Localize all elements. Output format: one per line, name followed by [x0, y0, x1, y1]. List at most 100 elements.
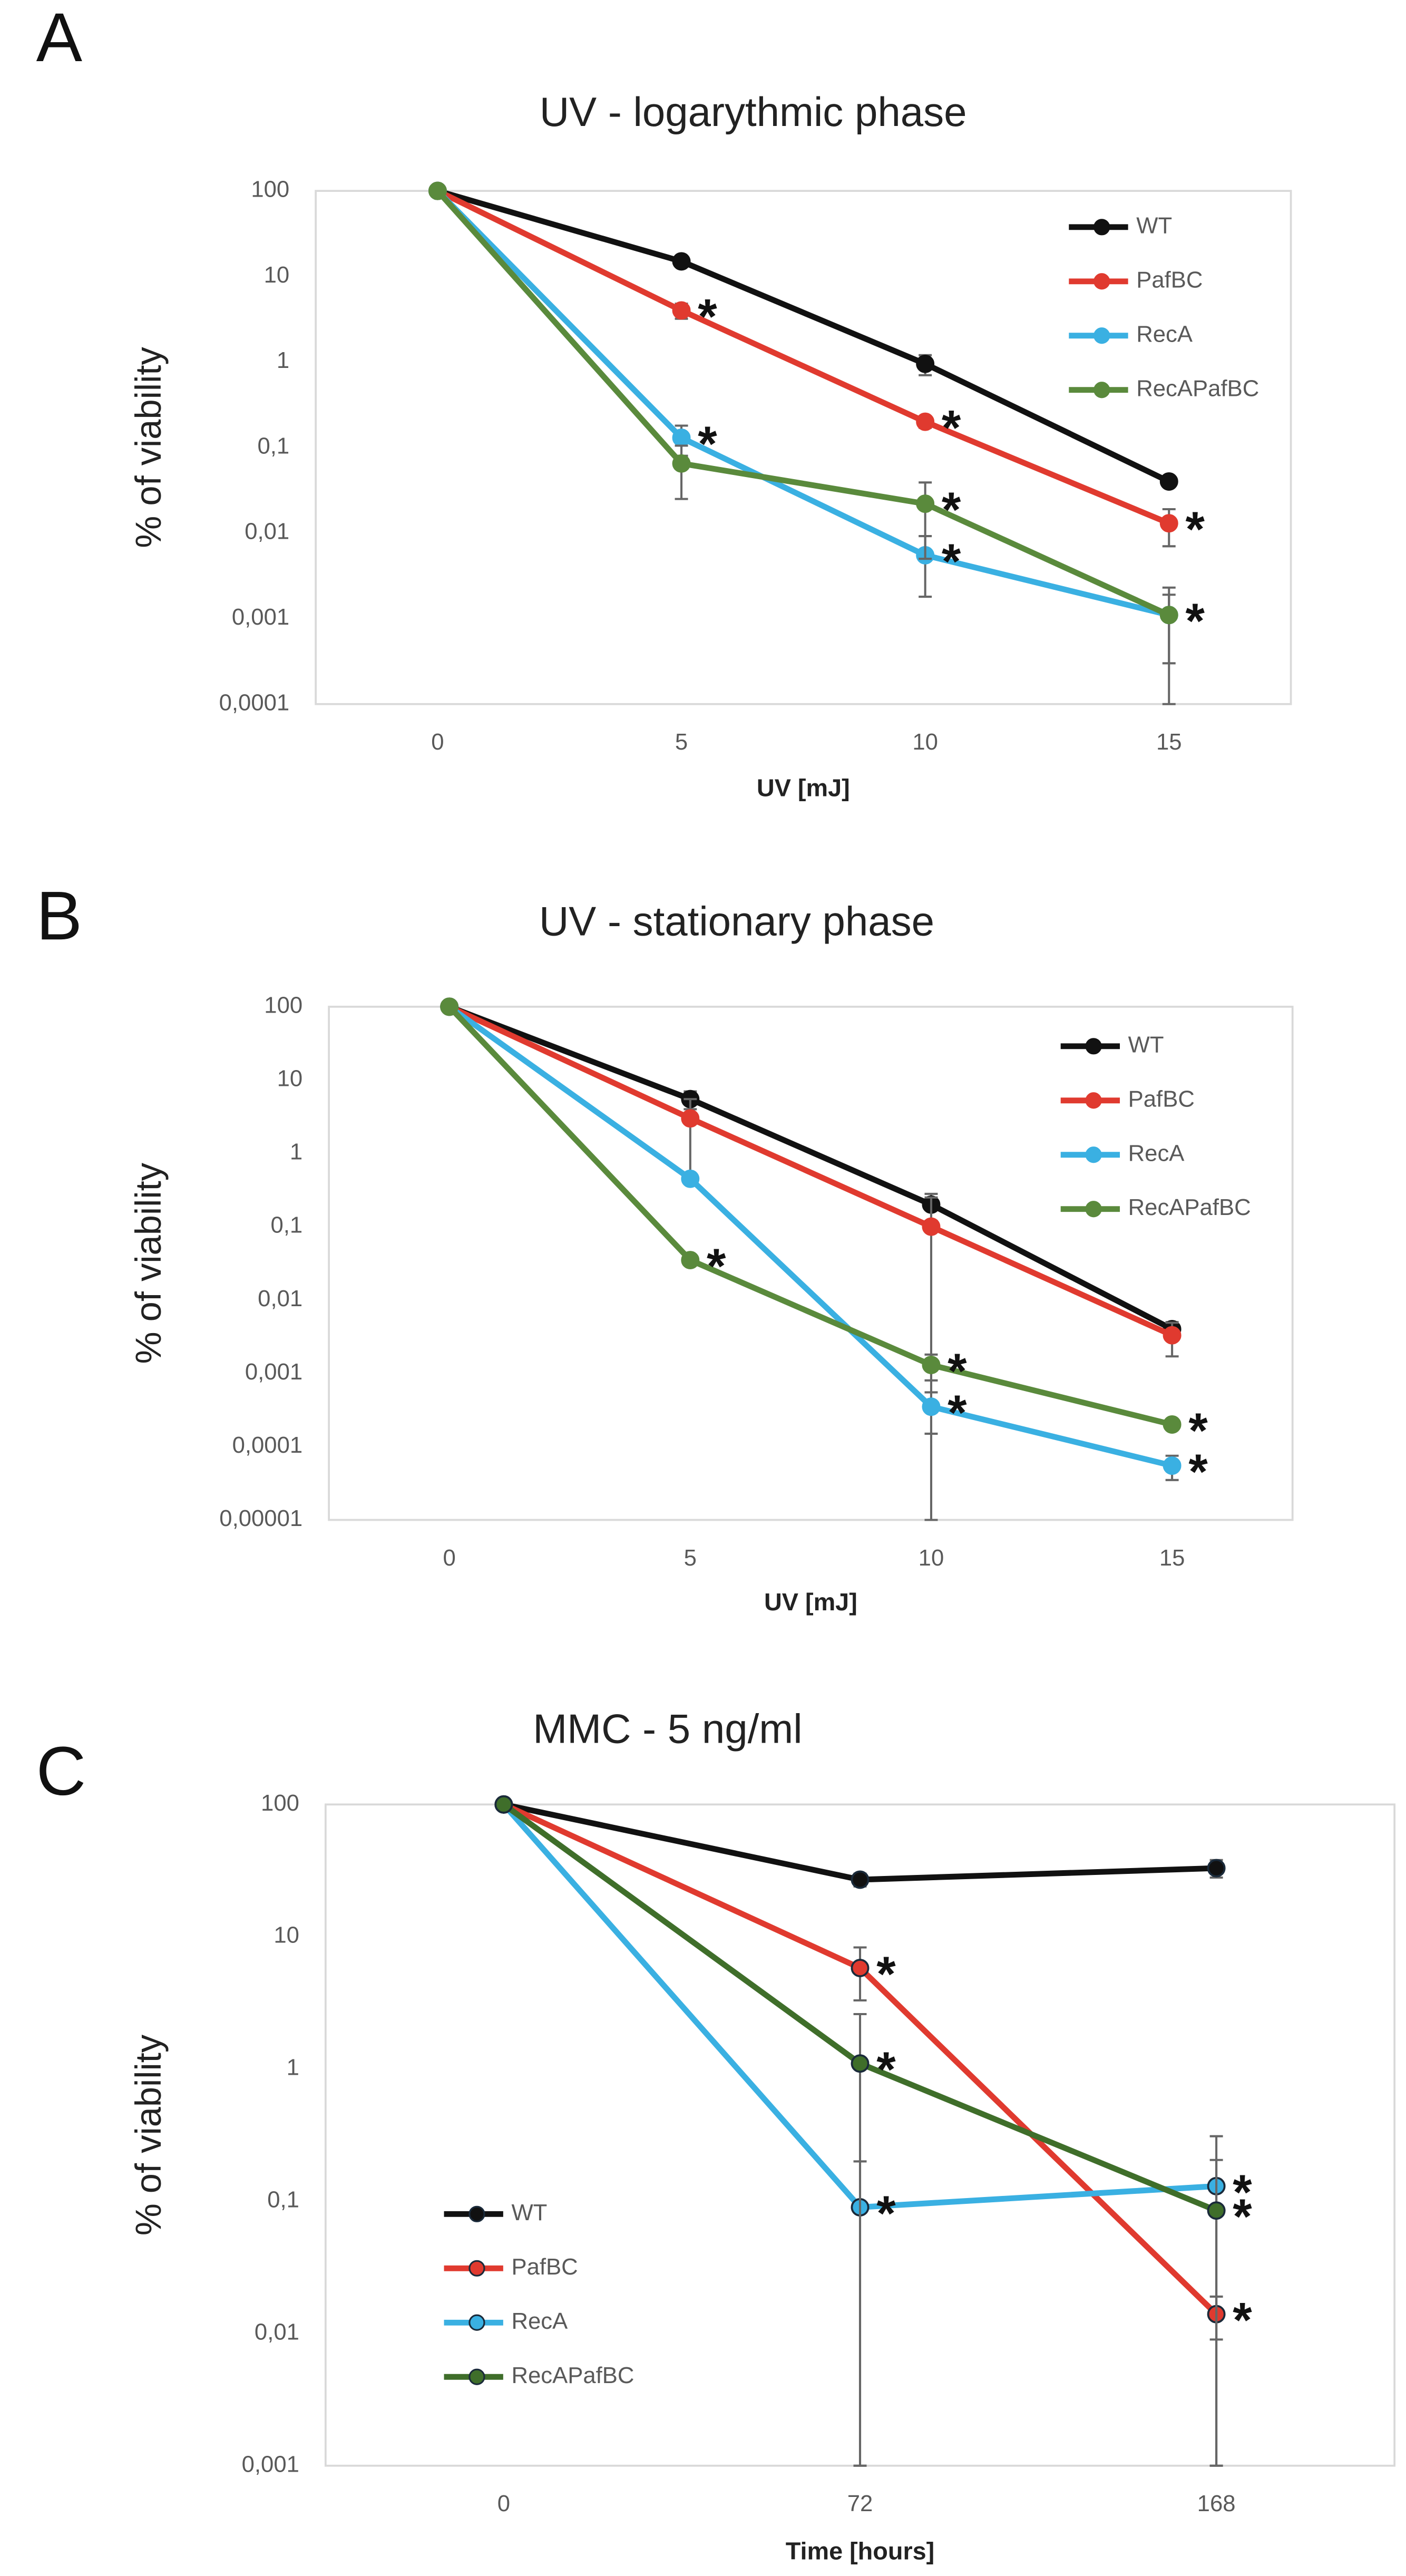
error-bar	[853, 2013, 867, 2467]
legend-swatch-dot	[468, 2205, 485, 2222]
y-tick-label: 1	[290, 1139, 302, 1165]
y-tick-label: 10	[274, 1922, 299, 1948]
significance-mark: *	[942, 533, 961, 589]
x-tick-label: 5	[675, 729, 688, 755]
significance-mark: *	[698, 416, 717, 471]
y-tick-label: 0,1	[257, 433, 289, 459]
data-point	[922, 1217, 941, 1236]
significance-mark: *	[876, 2185, 896, 2241]
legend-label: RecAPafBC	[511, 2363, 634, 2388]
data-point	[428, 181, 447, 200]
legend-swatch-dot	[1085, 1201, 1102, 1218]
significance-mark: *	[948, 1343, 967, 1398]
legend-label: WT	[511, 2200, 547, 2225]
y-tick-label: 0,01	[258, 1286, 302, 1311]
legend-label: RecA	[511, 2308, 568, 2334]
y-tick-label: 1	[287, 2055, 299, 2081]
series-line	[436, 188, 1170, 526]
significance-mark: *	[1233, 2292, 1252, 2348]
data-point	[851, 1870, 870, 1889]
significance-mark: *	[698, 288, 717, 344]
legend-label: RecA	[1128, 1140, 1185, 1166]
legend-swatch-dot	[1093, 219, 1110, 236]
series-line	[447, 1005, 1173, 1427]
y-axis-title: % of viability	[128, 2034, 169, 2235]
legend-swatch-dot	[1085, 1092, 1102, 1109]
significance-mark: *	[876, 1946, 896, 2001]
significance-mark: *	[1188, 1403, 1208, 1458]
x-tick-label: 0	[497, 2491, 510, 2516]
data-point	[916, 354, 935, 373]
series-line	[435, 189, 1170, 618]
x-tick-label: 10	[919, 1545, 944, 1571]
legend-label: WT	[1128, 1032, 1164, 1057]
significance-mark: *	[942, 400, 961, 455]
x-tick-label: 0	[431, 729, 444, 755]
data-point	[922, 1355, 941, 1374]
y-tick-label: 100	[264, 992, 302, 1018]
data-point	[1207, 2201, 1226, 2220]
x-tick-label: 72	[847, 2491, 873, 2516]
panel-label: B	[36, 877, 82, 954]
y-tick-label: 10	[264, 262, 290, 288]
series-line	[448, 1004, 1174, 1338]
significance-mark: *	[1233, 2189, 1252, 2244]
data-point	[681, 1109, 700, 1128]
y-tick-label: 0,01	[255, 2319, 299, 2345]
chart-title: UV - stationary phase	[539, 898, 934, 944]
data-point	[916, 494, 935, 513]
y-tick-label: 0,001	[232, 604, 289, 630]
legend-swatch-dot	[468, 2260, 485, 2277]
x-tick-label: 15	[1156, 729, 1182, 755]
y-tick-label: 0,0001	[232, 1432, 303, 1458]
data-point	[672, 252, 691, 271]
y-tick-label: 10	[277, 1066, 303, 1092]
data-point	[1163, 1456, 1182, 1475]
legend-swatch-dot	[1093, 327, 1110, 344]
y-tick-label: 0,001	[245, 1359, 302, 1385]
legend-label: RecAPafBC	[1136, 375, 1259, 401]
significance-mark: *	[1188, 1444, 1208, 1499]
data-point	[851, 2054, 870, 2073]
y-tick-label: 100	[251, 177, 289, 202]
x-tick-label: 0	[443, 1545, 456, 1571]
significance-mark: *	[1185, 501, 1205, 557]
legend-swatch-dot	[468, 2314, 485, 2331]
data-point	[922, 1397, 941, 1416]
x-axis-title: UV [mJ]	[764, 1588, 857, 1616]
legend-swatch-dot	[1093, 382, 1110, 398]
series-line	[436, 188, 1170, 484]
data-point	[672, 454, 691, 473]
data-point	[1159, 514, 1178, 533]
x-axis-title: Time [hours]	[786, 2537, 935, 2564]
significance-mark: *	[707, 1238, 726, 1294]
y-tick-label: 0,1	[270, 1212, 302, 1238]
legend-label: RecA	[1136, 321, 1193, 347]
legend-label: PafBC	[511, 2254, 578, 2280]
legend-swatch-dot	[468, 2368, 485, 2385]
data-point	[1207, 1859, 1226, 1878]
y-tick-label: 0,00001	[219, 1505, 302, 1531]
data-point	[916, 412, 935, 431]
data-point	[681, 1251, 700, 1270]
y-axis-title: % of viability	[128, 1162, 169, 1364]
x-axis-title: UV [mJ]	[757, 774, 850, 801]
chart-title: MMC - 5 ng/ml	[533, 1706, 802, 1752]
y-axis-title: % of viability	[128, 347, 169, 548]
panel-label: A	[36, 0, 83, 76]
panel-label: C	[36, 1732, 86, 1810]
data-point	[1163, 1326, 1182, 1345]
series-line	[448, 1004, 1174, 1332]
data-point	[672, 428, 691, 447]
y-tick-label: 0,0001	[219, 689, 290, 715]
x-tick-label: 10	[912, 729, 938, 755]
significance-mark: *	[948, 1385, 967, 1440]
significance-mark: *	[1185, 593, 1205, 648]
plot-frame	[315, 190, 1292, 705]
y-tick-label: 1	[277, 347, 289, 373]
data-point	[851, 1959, 870, 1978]
data-point	[1159, 472, 1178, 491]
significance-mark: *	[942, 482, 961, 537]
